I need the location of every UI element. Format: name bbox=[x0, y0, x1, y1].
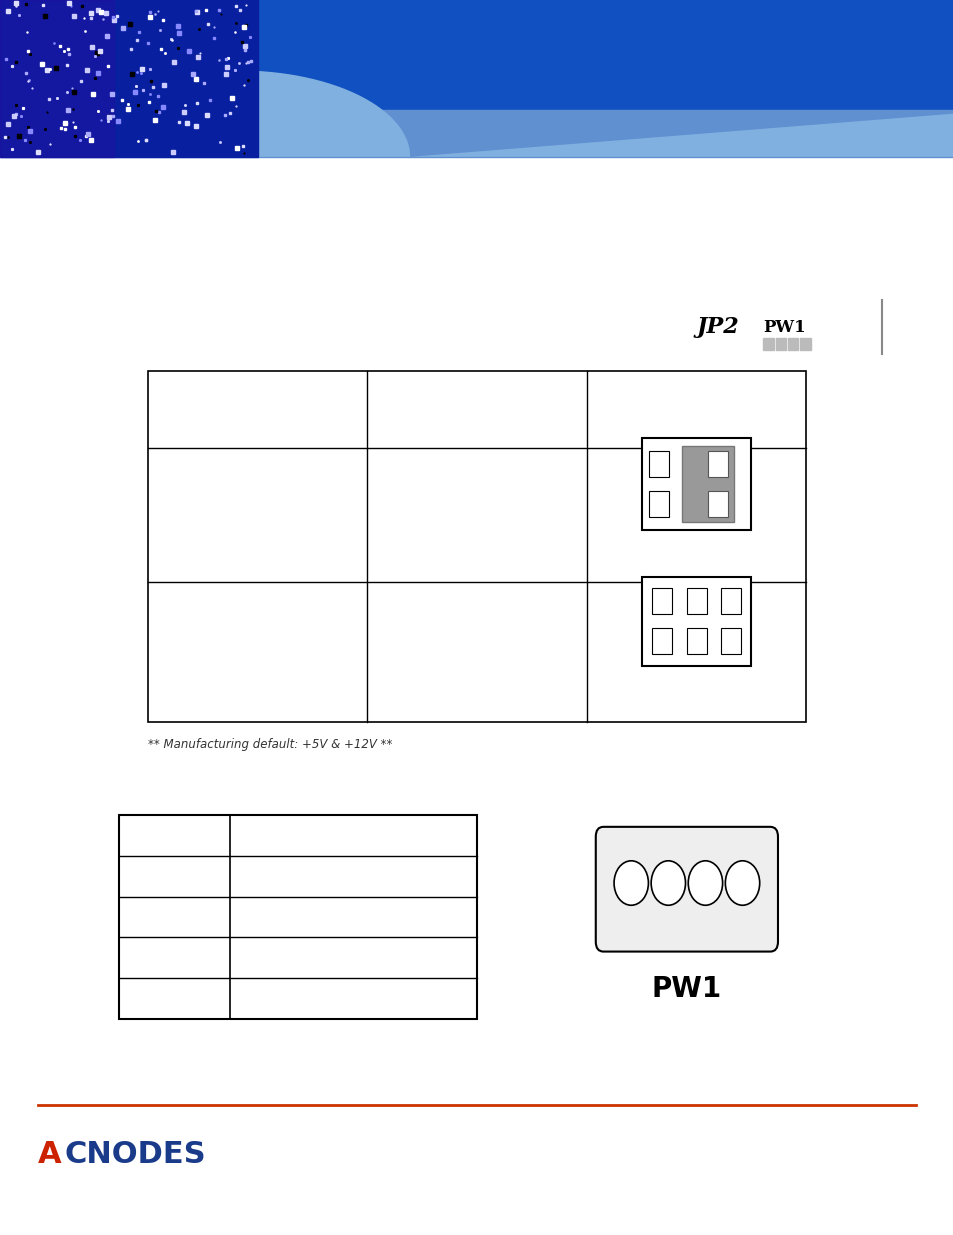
Text: (pin closed): (pin closed) bbox=[444, 436, 509, 446]
Bar bbox=[0, 0, 953, 114]
Bar bbox=[707, 451, 727, 477]
Text: 1: 1 bbox=[752, 921, 759, 931]
Text: ** Manufacturing default: +5V & +12V **: ** Manufacturing default: +5V & +12V ** bbox=[148, 739, 392, 751]
Text: A: A bbox=[38, 1140, 62, 1170]
Bar bbox=[652, 627, 672, 655]
Bar bbox=[775, 338, 785, 350]
Text: JP2: JP2 bbox=[664, 522, 728, 556]
Text: PIN: PIN bbox=[161, 829, 188, 842]
Text: CNODES: CNODES bbox=[65, 1140, 206, 1170]
Text: JUMPER: JUMPER bbox=[450, 393, 503, 405]
Text: 5: 5 bbox=[621, 594, 631, 609]
Bar bbox=[707, 490, 727, 516]
Bar bbox=[641, 577, 751, 666]
Text: VCC: VCC bbox=[338, 992, 368, 1005]
Bar bbox=[0, 110, 953, 157]
Text: JUMPER: JUMPER bbox=[669, 394, 723, 406]
Bar bbox=[148, 370, 805, 722]
Circle shape bbox=[687, 861, 721, 905]
Text: 4: 4 bbox=[171, 992, 179, 1005]
Bar bbox=[119, 815, 476, 1019]
Text: Open: Open bbox=[458, 645, 495, 659]
Text: 1: 1 bbox=[761, 457, 771, 472]
Bar bbox=[720, 627, 740, 655]
Bar bbox=[652, 588, 672, 614]
Bar bbox=[0, 0, 114, 157]
Text: SETTINGS: SETTINGS bbox=[442, 415, 511, 429]
Text: +5V Only: +5V Only bbox=[224, 645, 290, 659]
Bar bbox=[720, 588, 740, 614]
Bar bbox=[800, 338, 810, 350]
Text: GND: GND bbox=[337, 910, 369, 924]
FancyBboxPatch shape bbox=[595, 827, 777, 951]
Text: GND: GND bbox=[337, 951, 369, 965]
Bar bbox=[641, 437, 751, 530]
Text: Power Selection: Power Selection bbox=[201, 403, 314, 416]
Text: 1-3, 2-4: 1-3, 2-4 bbox=[450, 508, 503, 522]
Bar bbox=[681, 446, 734, 522]
Circle shape bbox=[724, 861, 759, 905]
Bar bbox=[762, 338, 773, 350]
Text: 2: 2 bbox=[761, 634, 771, 648]
Bar bbox=[686, 588, 706, 614]
Text: 2: 2 bbox=[171, 910, 179, 924]
Text: 1: 1 bbox=[761, 594, 771, 609]
Text: 6: 6 bbox=[621, 496, 631, 511]
Text: ASSIGNMENT: ASSIGNMENT bbox=[302, 829, 404, 842]
Text: 1: 1 bbox=[170, 869, 179, 883]
Bar bbox=[686, 627, 706, 655]
Text: 6: 6 bbox=[621, 634, 631, 648]
Bar bbox=[649, 490, 669, 516]
Text: +5V & +12V: +5V & +12V bbox=[213, 508, 301, 522]
Text: 5: 5 bbox=[621, 457, 631, 472]
Bar bbox=[787, 338, 798, 350]
Text: 2: 2 bbox=[761, 496, 771, 511]
Bar bbox=[0, 0, 257, 157]
Text: PW1: PW1 bbox=[651, 974, 721, 1003]
Circle shape bbox=[651, 861, 685, 905]
Text: VCC12EX: VCC12EX bbox=[321, 869, 386, 883]
Text: PW1: PW1 bbox=[762, 319, 805, 336]
Circle shape bbox=[614, 861, 648, 905]
Text: JP2: JP2 bbox=[664, 676, 728, 708]
PathPatch shape bbox=[67, 70, 953, 157]
Text: 3: 3 bbox=[171, 951, 179, 965]
Bar bbox=[649, 451, 669, 477]
Text: ILLUSTRATION: ILLUSTRATION bbox=[646, 415, 746, 429]
Text: JP2: JP2 bbox=[696, 316, 739, 338]
